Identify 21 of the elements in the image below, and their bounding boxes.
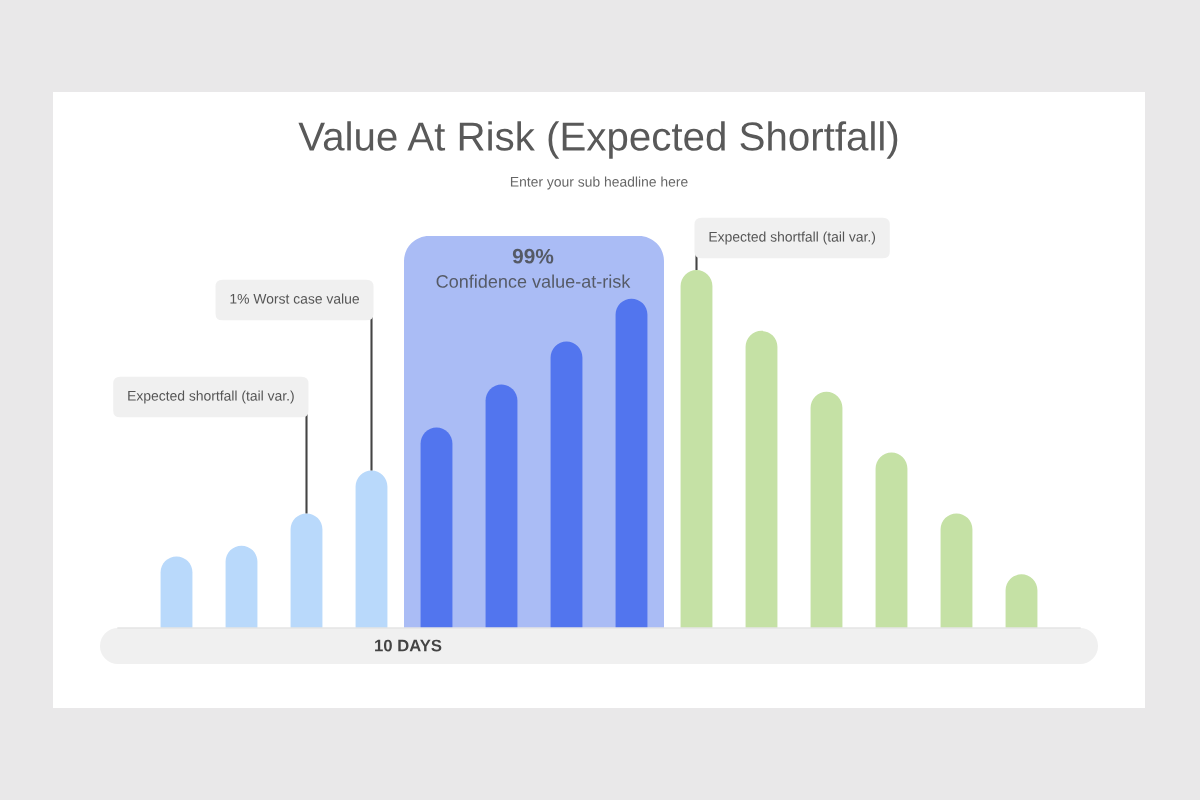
bar [875,452,908,628]
bar [810,391,843,628]
annotation: 99% Confidence value-at-risk [436,248,631,288]
bar [745,330,778,628]
bar [160,556,193,628]
bar [355,470,388,628]
bar [680,270,713,628]
chart-subtitle: Enter your sub headline here [510,176,688,190]
bar [485,384,518,628]
annotation: Expected shortfall (tail var.) [128,390,294,404]
bar [225,545,258,628]
bar [615,298,648,628]
annotation: 1% Worst case value [230,293,359,304]
text: Expected shortfall (tail var.) [709,231,876,245]
x-axis-title: 10 DAYS [375,639,442,652]
bar [940,513,973,628]
bar [420,427,453,628]
bar [1005,574,1038,628]
bar [550,341,583,628]
bar [290,513,323,628]
chart-title: Value At Risk (Expected Shortfall) [298,121,898,159]
